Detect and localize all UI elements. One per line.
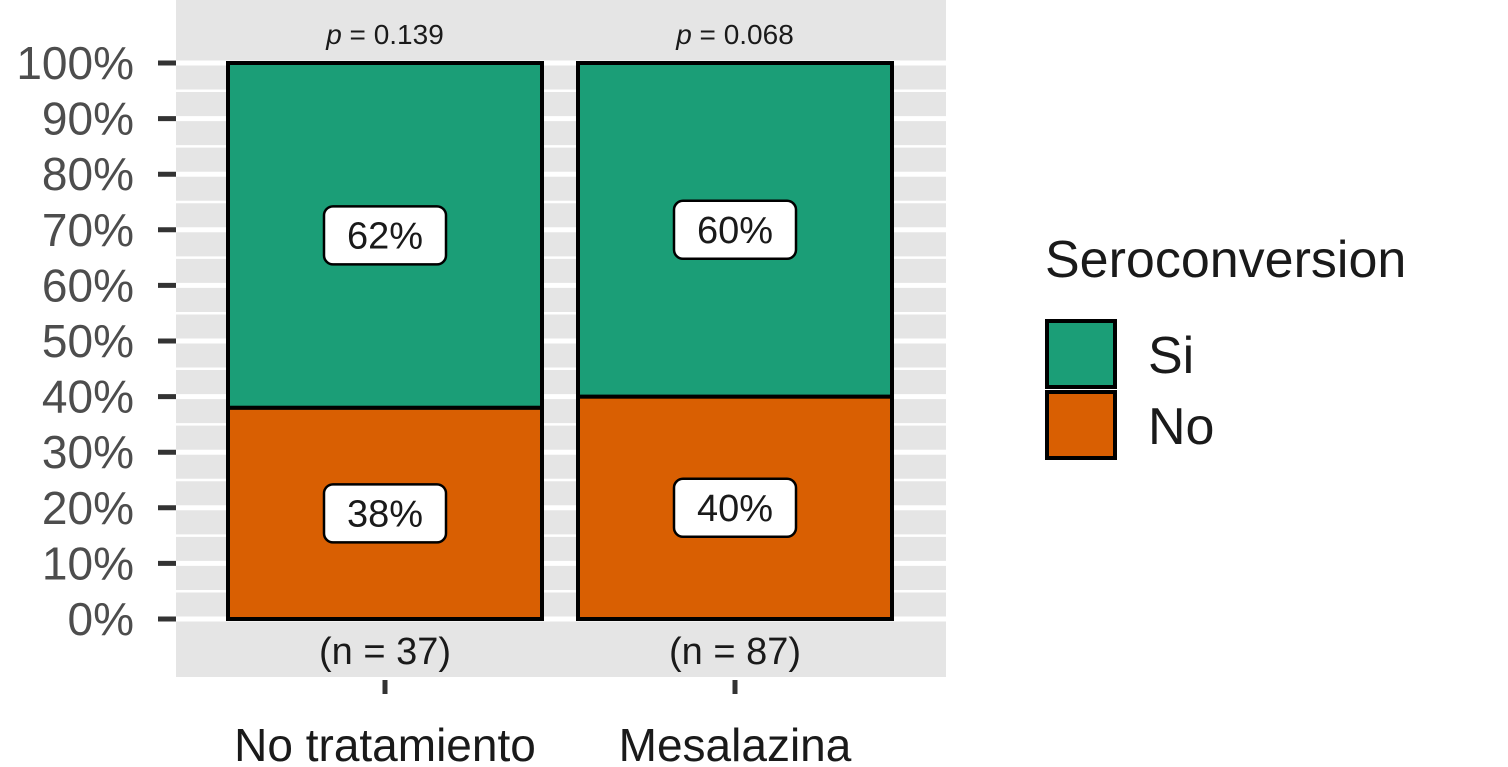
legend-label: Si <box>1148 327 1194 385</box>
n-label: (n = 87) <box>669 631 801 673</box>
data-labels: 38% 62% p = 0.139 (n = 37) 40% 60% p = 0.068 (n… <box>319 19 801 673</box>
data-label-box <box>322 483 448 544</box>
p-symbol: p <box>325 19 342 50</box>
data-label: 60% <box>697 210 773 252</box>
legend-title: Seroconversion <box>1045 231 1406 289</box>
legend-label: No <box>1148 398 1214 456</box>
p-value-label: p = 0.139 <box>325 19 444 50</box>
data-label: 62% <box>347 215 423 257</box>
axes: No tratamiento Mesalazina0%10%20%30%40%50… <box>16 37 851 767</box>
bars <box>226 61 894 621</box>
p-value-label: p = 0.068 <box>675 19 794 50</box>
data-label: 38% <box>347 493 423 535</box>
p-equals: = <box>342 19 374 50</box>
data-label-box <box>322 205 448 266</box>
x-tick-label: No tratamiento <box>234 719 536 767</box>
bar-si-1 <box>576 61 894 399</box>
p-equals: = <box>692 19 724 50</box>
y-tick-label: 0% <box>68 593 134 645</box>
y-tick-label: 70% <box>42 204 134 256</box>
p-value: 0.068 <box>724 19 794 50</box>
y-tick-label: 50% <box>42 315 134 367</box>
data-label: 40% <box>697 488 773 530</box>
y-tick-label: 60% <box>42 259 134 311</box>
y-tick-label: 40% <box>42 371 134 423</box>
y-tick-label: 80% <box>42 148 134 200</box>
p-symbol: p <box>675 19 692 50</box>
data-label-box <box>672 477 798 539</box>
legend: Seroconversion Si No <box>1045 231 1406 460</box>
p-value: 0.139 <box>374 19 444 50</box>
y-tick-label: 30% <box>42 426 134 478</box>
n-label: (n = 37) <box>319 631 451 673</box>
y-tick-label: 20% <box>42 482 134 534</box>
data-label-box <box>672 199 798 261</box>
y-tick-label: 10% <box>42 537 134 589</box>
x-tick-label: Mesalazina <box>619 719 852 767</box>
y-tick-label: 100% <box>16 37 134 89</box>
legend-key-si <box>1045 319 1117 389</box>
y-tick-label: 90% <box>42 93 134 145</box>
legend-key-no <box>1045 390 1117 460</box>
